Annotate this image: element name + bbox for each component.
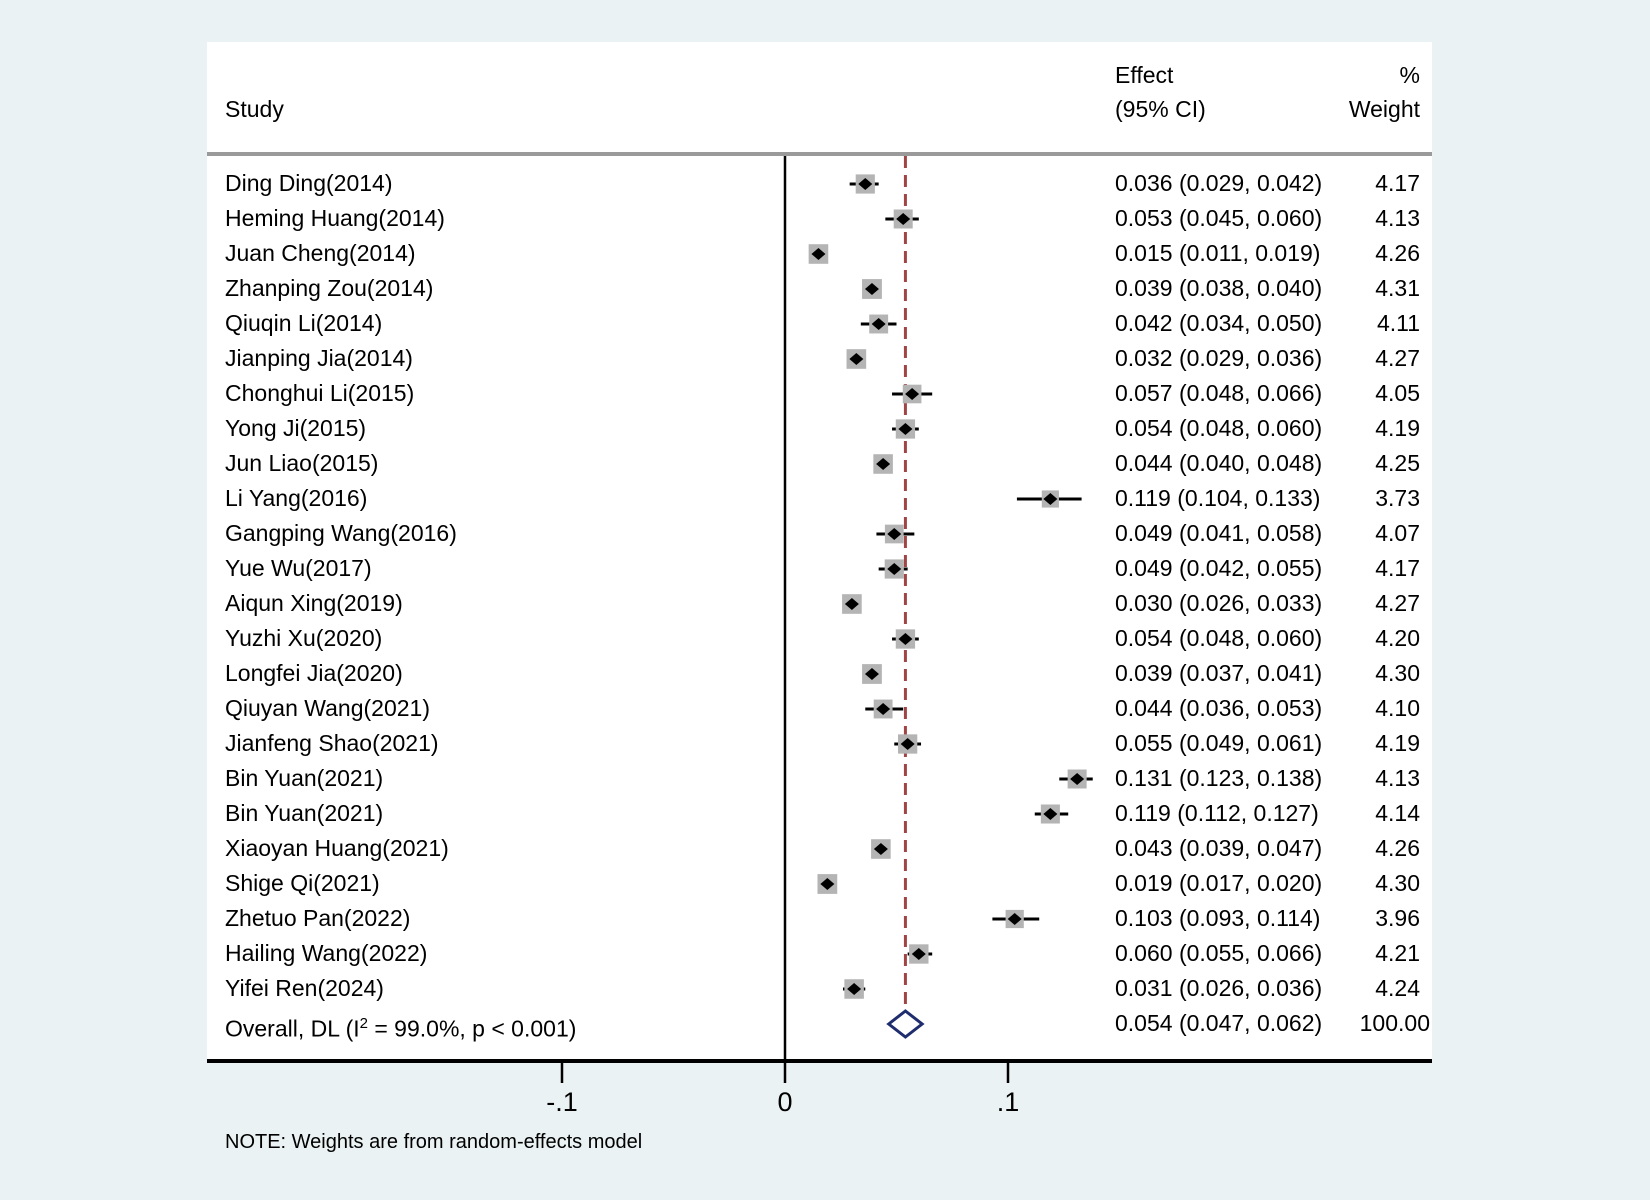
effect-ci-value: 0.039 (0.037, 0.041) [1115,660,1323,686]
x-axis-tick [1006,1063,1010,1083]
overall-label-superscript: 2 [359,1015,368,1032]
weight-value: 4.20 [1375,625,1420,651]
weight-value: 4.07 [1375,520,1420,546]
weight-value: 4.21 [1375,940,1420,966]
weight-value: 4.11 [1376,310,1420,336]
effect-ci-value: 0.119 (0.104, 0.133) [1115,485,1321,511]
effect-ci-value: 0.031 (0.026, 0.036) [1115,975,1323,1001]
study-label: Aiqun Xing(2019) [225,590,403,616]
effect-ci-value: 0.032 (0.029, 0.036) [1115,345,1323,371]
effect-ci-value: 0.119 (0.112, 0.127) [1115,800,1319,826]
effect-ci-value: 0.036 (0.029, 0.042) [1115,170,1323,196]
study-label: Shige Qi(2021) [225,870,380,896]
study-label: Heming Huang(2014) [225,205,445,231]
study-label: Ding Ding(2014) [225,170,393,196]
weight-value: 4.27 [1375,590,1420,616]
study-label: Zhetuo Pan(2022) [225,905,411,931]
overall-label: Overall, DL (I2 = 99.0%, p < 0.001) [225,1015,577,1042]
weight-value: 4.26 [1375,835,1420,861]
effect-ci-value: 0.030 (0.026, 0.033) [1115,590,1323,616]
study-label: Jianping Jia(2014) [225,345,413,371]
effect-ci-value: 0.131 (0.123, 0.138) [1115,765,1323,791]
effect-ci-value: 0.054 (0.048, 0.060) [1115,625,1323,651]
weight-value: 4.31 [1375,275,1420,301]
effect-ci-value: 0.060 (0.055, 0.066) [1115,940,1323,966]
weight-value: 4.26 [1375,240,1420,266]
effect-ci-value: 0.049 (0.041, 0.058) [1115,520,1323,546]
column-header-effect: Effect [1115,62,1174,88]
weight-value: 4.13 [1375,765,1420,791]
study-label: Jun Liao(2015) [225,450,379,476]
study-label: Gangping Wang(2016) [225,520,457,546]
weight-value: 3.96 [1375,905,1420,931]
study-label: Bin Yuan(2021) [225,800,384,826]
study-label: Bin Yuan(2021) [225,765,384,791]
x-axis-tick [783,1063,787,1083]
effect-ci-value: 0.055 (0.049, 0.061) [1115,730,1323,756]
effect-ci-value: 0.044 (0.040, 0.048) [1115,450,1323,476]
weight-value: 4.17 [1375,555,1420,581]
study-label: Yuzhi Xu(2020) [225,625,383,651]
study-label: Jianfeng Shao(2021) [225,730,439,756]
effect-ci-value: 0.039 (0.038, 0.040) [1115,275,1323,301]
x-axis-tick-label: 0 [777,1087,793,1117]
effect-ci-value: 0.042 (0.034, 0.050) [1115,310,1323,336]
overall-effect-ci-value: 0.054 (0.047, 0.062) [1115,1010,1323,1036]
weight-value: 4.17 [1375,170,1420,196]
study-label: Xiaoyan Huang(2021) [225,835,449,861]
effect-ci-value: 0.044 (0.036, 0.053) [1115,695,1323,721]
effect-ci-value: 0.054 (0.048, 0.060) [1115,415,1323,441]
weight-value: 4.13 [1375,205,1420,231]
study-label: Hailing Wang(2022) [225,940,428,966]
effect-ci-value: 0.057 (0.048, 0.066) [1115,380,1323,406]
weight-value: 4.19 [1375,415,1420,441]
weight-value: 4.24 [1375,975,1420,1001]
effect-ci-value: 0.049 (0.042, 0.055) [1115,555,1323,581]
column-header-weight: Weight [1348,96,1420,122]
weight-value: 4.05 [1375,380,1420,406]
column-header-study: Study [225,96,284,122]
weight-value: 4.25 [1375,450,1420,476]
study-label: Zhanping Zou(2014) [225,275,434,301]
effect-ci-value: 0.103 (0.093, 0.114) [1115,905,1321,931]
weight-value: 4.19 [1375,730,1420,756]
x-axis-tick-label: .1 [996,1087,1020,1117]
study-label: Juan Cheng(2014) [225,240,416,266]
weight-value: 4.14 [1375,800,1420,826]
weight-value: 4.10 [1375,695,1420,721]
x-axis-tick-label: -.1 [546,1087,578,1117]
study-label: Qiuyan Wang(2021) [225,695,430,721]
effect-ci-value: 0.053 (0.045, 0.060) [1115,205,1323,231]
study-label: Li Yang(2016) [225,485,368,511]
study-label: Chonghui Li(2015) [225,380,415,406]
effect-ci-value: 0.019 (0.017, 0.020) [1115,870,1323,896]
study-label: Qiuqin Li(2014) [225,310,383,336]
column-header-ci: (95% CI) [1115,96,1206,122]
study-label: Longfei Jia(2020) [225,660,403,686]
column-header-percent: % [1399,62,1420,88]
study-label: Yifei Ren(2024) [225,975,384,1001]
study-label: Yue Wu(2017) [225,555,372,581]
weight-value: 4.30 [1375,660,1420,686]
weight-value: 4.27 [1375,345,1420,371]
weight-value: 4.30 [1375,870,1420,896]
effect-ci-value: 0.015 (0.011, 0.019) [1115,240,1321,266]
overall-weight-value: 100.00 [1359,1010,1430,1036]
study-label: Yong Ji(2015) [225,415,367,441]
x-axis-tick [560,1063,564,1083]
footnote: NOTE: Weights are from random-effects mo… [225,1131,643,1153]
effect-ci-value: 0.043 (0.039, 0.047) [1115,835,1323,861]
weight-value: 3.73 [1375,485,1420,511]
